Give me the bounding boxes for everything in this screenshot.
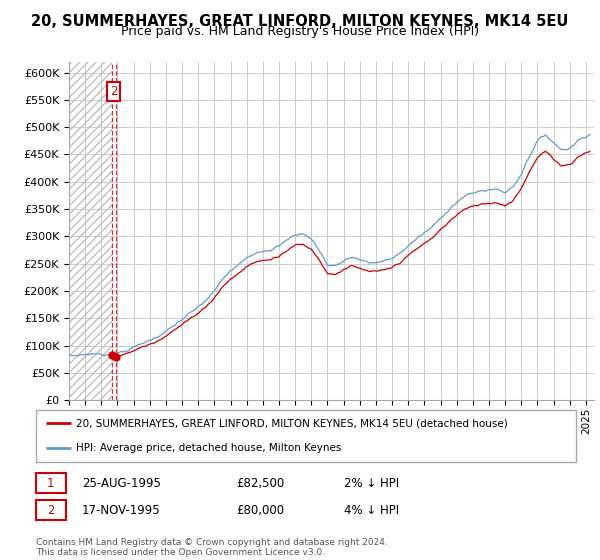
Text: £80,000: £80,000: [236, 503, 284, 517]
Text: £82,500: £82,500: [236, 477, 284, 490]
Text: Contains HM Land Registry data © Crown copyright and database right 2024.
This d: Contains HM Land Registry data © Crown c…: [36, 538, 388, 557]
Text: 2: 2: [47, 503, 55, 517]
Text: 20, SUMMERHAYES, GREAT LINFORD, MILTON KEYNES, MK14 5EU: 20, SUMMERHAYES, GREAT LINFORD, MILTON K…: [31, 14, 569, 29]
Text: Price paid vs. HM Land Registry's House Price Index (HPI): Price paid vs. HM Land Registry's House …: [121, 25, 479, 38]
Bar: [69, 62, 112, 400]
FancyBboxPatch shape: [36, 410, 576, 462]
FancyBboxPatch shape: [36, 500, 66, 520]
Text: 20, SUMMERHAYES, GREAT LINFORD, MILTON KEYNES, MK14 5EU (detached house): 20, SUMMERHAYES, GREAT LINFORD, MILTON K…: [77, 418, 508, 428]
Text: 4% ↓ HPI: 4% ↓ HPI: [344, 503, 399, 517]
Text: 1: 1: [47, 477, 55, 490]
Text: 2: 2: [110, 85, 117, 98]
Text: 25-AUG-1995: 25-AUG-1995: [82, 477, 161, 490]
Text: HPI: Average price, detached house, Milton Keynes: HPI: Average price, detached house, Milt…: [77, 444, 342, 454]
FancyBboxPatch shape: [36, 473, 66, 493]
Text: 2% ↓ HPI: 2% ↓ HPI: [344, 477, 399, 490]
Text: 17-NOV-1995: 17-NOV-1995: [82, 503, 161, 517]
Bar: [69, 62, 112, 400]
